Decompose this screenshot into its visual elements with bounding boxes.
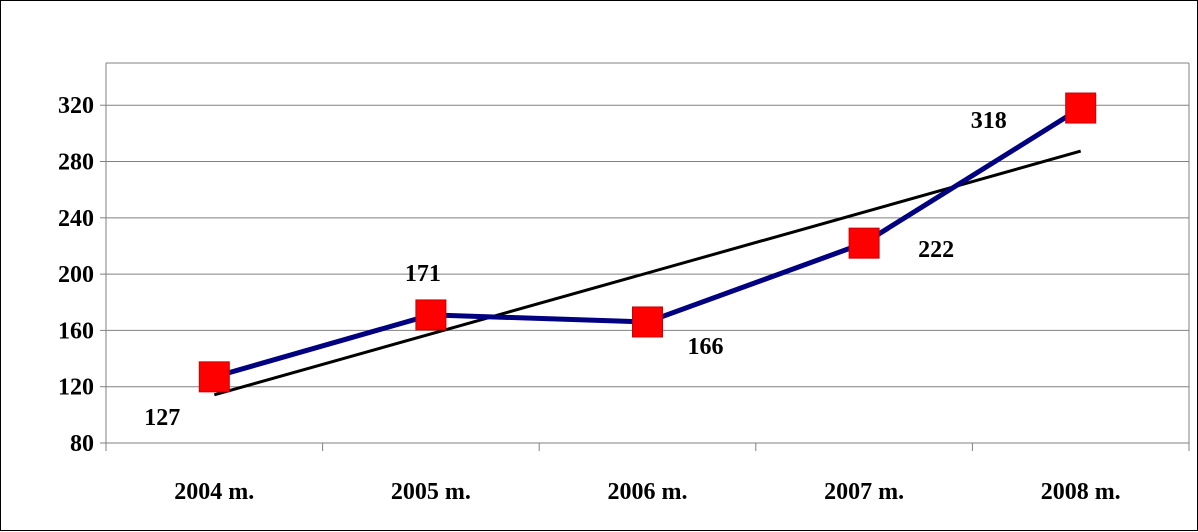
- data-point-marker: [415, 299, 447, 331]
- y-tick-label: 160: [58, 318, 94, 344]
- data-label: 318: [971, 108, 1007, 134]
- x-tick-label: 2004 m.: [174, 479, 254, 505]
- data-label: 127: [144, 405, 180, 431]
- data-labels: 127 171 166 222 318: [144, 108, 1006, 431]
- y-tick-label: 80: [70, 431, 94, 457]
- x-tick-label: 2006 m.: [608, 479, 688, 505]
- trendline-layer: [213, 149, 1082, 397]
- data-point-marker: [632, 306, 663, 338]
- y-tick-label: 120: [58, 375, 94, 401]
- data-point-marker: [1065, 92, 1097, 124]
- x-axis-tick-labels: 2004 m. 2005 m. 2006 m. 2007 m. 2008 m.: [174, 479, 1120, 505]
- data-point-marker: [848, 227, 880, 259]
- x-tick-label: 2008 m.: [1041, 479, 1121, 505]
- data-label: 222: [918, 237, 954, 263]
- y-tick-label: 320: [58, 93, 94, 119]
- y-axis-tick-labels: 80 120 160 200 240 280 320: [58, 93, 94, 457]
- x-tick-label: 2007 m.: [824, 479, 904, 505]
- grid-lines: [106, 62, 1190, 443]
- data-label: 171: [405, 261, 441, 287]
- data-label: 166: [688, 334, 724, 360]
- x-tick-label: 2005 m.: [391, 479, 471, 505]
- y-tick-label: 240: [58, 206, 94, 232]
- data-point-marker: [198, 361, 230, 393]
- y-tick-label: 200: [58, 262, 94, 288]
- series-layer: [198, 92, 1097, 393]
- axes: [100, 63, 1190, 451]
- trendline: [213, 149, 1082, 397]
- y-tick-label: 280: [58, 150, 94, 176]
